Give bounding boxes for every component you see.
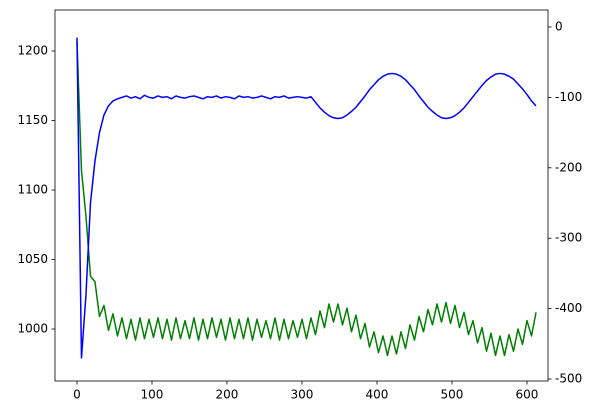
y2-tick-label: -200 <box>555 160 582 174</box>
x-tick-label: 200 <box>216 388 239 402</box>
data-line <box>76 41 537 357</box>
y2-tick-label: -400 <box>555 301 582 315</box>
x-tick-label: 500 <box>441 388 464 402</box>
x-tick-label: 600 <box>516 388 539 402</box>
x-tick-label: 400 <box>366 388 389 402</box>
data-line <box>76 37 537 359</box>
plot-frame <box>54 9 549 382</box>
x-tick-label: 100 <box>141 388 164 402</box>
y-tick-label: 1100 <box>17 183 48 197</box>
y-tick-label: 1000 <box>17 322 48 336</box>
x-tick-label: 0 <box>73 388 81 402</box>
y2-tick-label: -100 <box>555 90 582 104</box>
y2-tick-label: -300 <box>555 231 582 245</box>
y2-tick-label: -500 <box>555 372 582 386</box>
y-tick-label: 1200 <box>17 44 48 58</box>
y-tick-label: 1150 <box>17 113 48 127</box>
y-tick-label: 1050 <box>17 252 48 266</box>
x-tick-label: 300 <box>291 388 314 402</box>
y2-tick-label: 0 <box>555 19 563 33</box>
